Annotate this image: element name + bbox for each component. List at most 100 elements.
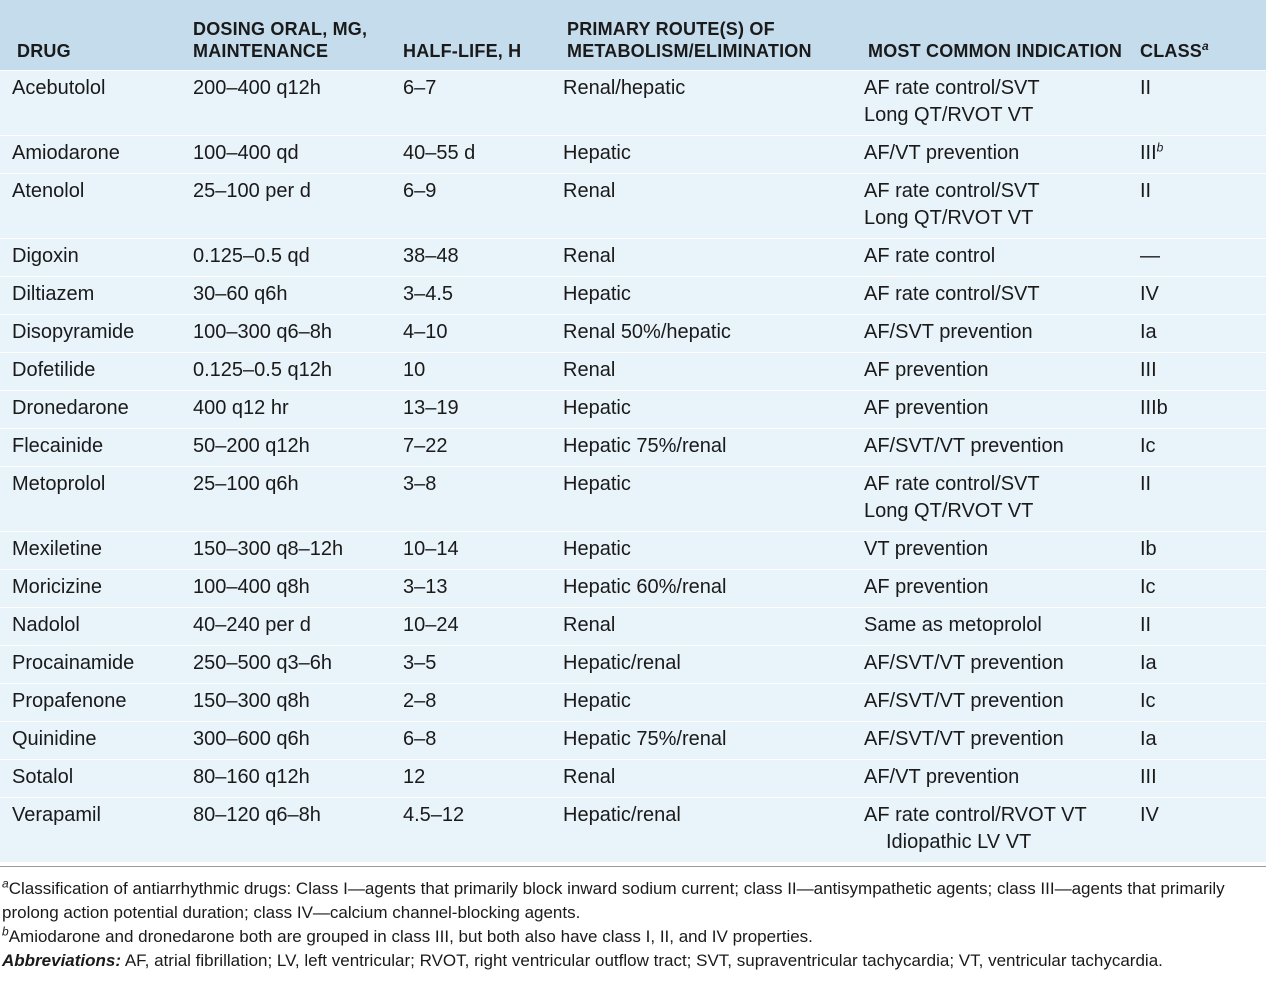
indication-line: AF rate control/SVT [864, 77, 1040, 99]
drug-cell: Nadolol [0, 607, 193, 646]
drug-cell: Digoxin [0, 238, 193, 277]
indication-cell: AF/SVT/VT prevention [864, 428, 1140, 467]
class-cell: Ic [1140, 683, 1266, 722]
antiarrhythmic-drug-table: DRUG DOSING ORAL, MG, MAINTENANCE HALF-L… [0, 0, 1266, 862]
dosing-cell: 100–400 qd [193, 135, 403, 174]
indication-cell: AF prevention [864, 390, 1140, 429]
indication-line: AF/SVT/VT prevention [864, 652, 1064, 674]
drug-cell: Dofetilide [0, 352, 193, 391]
drug-cell: Moricizine [0, 569, 193, 608]
table-row: Flecainide 50–200 q12h 7–22 Hepatic 75%/ren… [0, 428, 1266, 467]
dosing-cell: 100–300 q6–8h [193, 314, 403, 353]
indication-cell: AF rate control/SVT Long QT/RVOT VT [864, 466, 1140, 532]
indication-line-2: Long QT/RVOT VT [864, 500, 1034, 522]
half-life-cell: 3–8 [403, 466, 563, 532]
class-cell: — [1140, 238, 1266, 277]
route-cell: Hepatic/renal [563, 797, 864, 862]
indication-cell: AF rate control/SVT [864, 276, 1140, 315]
dosing-cell: 80–120 q6–8h [193, 797, 403, 862]
indication-cell: AF/SVT/VT prevention [864, 721, 1140, 760]
table-row: Dronedarone 400 q12 hr 13–19 Hepatic AF prev… [0, 390, 1266, 429]
indication-line: AF/VT prevention [864, 142, 1020, 164]
route-cell: Hepatic [563, 276, 864, 315]
dosing-cell: 50–200 q12h [193, 428, 403, 467]
table-row: Metoprolol 25–100 q6h 3–8 Hepatic AF rate co… [0, 466, 1266, 532]
class-value: II [1140, 180, 1152, 202]
class-value: Ia [1140, 321, 1157, 343]
header-half-life: HALF-LIFE, H [403, 0, 563, 71]
drug-cell: Metoprolol [0, 466, 193, 532]
route-cell: Hepatic [563, 390, 864, 429]
half-life-cell: 10–14 [403, 531, 563, 570]
footnote-b: bAmiodarone and dronedarone both are gro… [2, 925, 1264, 949]
dosing-cell: 25–100 q6h [193, 466, 403, 532]
class-cell: Ia [1140, 721, 1266, 760]
drug-cell: Mexiletine [0, 531, 193, 570]
indication-line: AF/SVT/VT prevention [864, 435, 1064, 457]
class-value: II [1140, 473, 1152, 495]
drug-table-container: DRUG DOSING ORAL, MG, MAINTENANCE HALF-L… [0, 0, 1266, 862]
header-row: DRUG DOSING ORAL, MG, MAINTENANCE HALF-L… [0, 0, 1266, 71]
indication-line: AF/SVT prevention [864, 321, 1033, 343]
half-life-cell: 7–22 [403, 428, 563, 467]
class-value: Ic [1140, 576, 1156, 598]
half-life-cell: 12 [403, 759, 563, 798]
route-cell: Hepatic [563, 466, 864, 532]
footnote-a-text: Classification of antiarrhythmic drugs: … [2, 879, 1225, 922]
route-cell: Hepatic [563, 531, 864, 570]
drug-cell: Diltiazem [0, 276, 193, 315]
indication-line: AF prevention [864, 397, 989, 419]
route-cell: Hepatic 75%/renal [563, 721, 864, 760]
route-cell: Hepatic/renal [563, 645, 864, 684]
class-value: Ia [1140, 728, 1157, 750]
indication-cell: AF/SVT/VT prevention [864, 683, 1140, 722]
class-value: II [1140, 77, 1152, 99]
drug-cell: Acebutolol [0, 70, 193, 136]
class-value: Ic [1140, 435, 1156, 457]
half-life-cell: 40–55 d [403, 135, 563, 174]
header-class-footnote-mark: a [1202, 39, 1209, 53]
route-cell: Renal/hepatic [563, 70, 864, 136]
drug-cell: Amiodarone [0, 135, 193, 174]
indication-line: Same as metoprolol [864, 614, 1042, 636]
table-row: Procainamide 250–500 q3–6h 3–5 Hepatic/rena… [0, 645, 1266, 684]
route-cell: Renal [563, 759, 864, 798]
drug-cell: Propafenone [0, 683, 193, 722]
abbreviations-text: AF, atrial fibrillation; LV, left ventri… [121, 951, 1163, 970]
indication-line-2: Idiopathic LV VT [886, 831, 1032, 853]
dosing-cell: 150–300 q8–12h [193, 531, 403, 570]
half-life-cell: 6–8 [403, 721, 563, 760]
footnotes: aClassification of antiarrhythmic drugs:… [2, 877, 1264, 973]
half-life-cell: 3–4.5 [403, 276, 563, 315]
indication-line: AF rate control/SVT [864, 283, 1040, 305]
header-route: PRIMARY ROUTE(S) OF METABOLISM/ELIMINATI… [563, 0, 864, 71]
class-cell: II [1140, 173, 1266, 239]
dosing-cell: 0.125–0.5 q12h [193, 352, 403, 391]
class-cell: IIIb [1140, 390, 1266, 429]
class-cell: Ia [1140, 314, 1266, 353]
class-value: III [1140, 142, 1157, 164]
indication-line: AF/SVT/VT prevention [864, 728, 1064, 750]
header-class: CLASSa [1140, 0, 1266, 71]
table-row: Quinidine 300–600 q6h 6–8 Hepatic 75%/renal… [0, 721, 1266, 760]
indication-line: AF prevention [864, 359, 989, 381]
class-value: IIIb [1140, 397, 1168, 419]
dosing-cell: 150–300 q8h [193, 683, 403, 722]
indication-line: AF rate control/SVT [864, 473, 1040, 495]
table-row: Amiodarone 100–400 qd 40–55 d Hepatic AF/VT … [0, 135, 1266, 174]
class-cell: Ia [1140, 645, 1266, 684]
half-life-cell: 6–7 [403, 70, 563, 136]
route-cell: Hepatic 60%/renal [563, 569, 864, 608]
table-row: Moricizine 100–400 q8h 3–13 Hepatic 60%/ren… [0, 569, 1266, 608]
dosing-cell: 25–100 per d [193, 173, 403, 239]
footnote-a: aClassification of antiarrhythmic drugs:… [2, 877, 1264, 925]
class-cell: III [1140, 759, 1266, 798]
table-row: Diltiazem 30–60 q6h 3–4.5 Hepatic AF rate co… [0, 276, 1266, 315]
dosing-cell: 250–500 q3–6h [193, 645, 403, 684]
route-cell: Renal [563, 352, 864, 391]
header-dosing: DOSING ORAL, MG, MAINTENANCE [193, 0, 403, 71]
table-body: Acebutolol 200–400 q12h 6–7 Renal/hepatic AF… [0, 70, 1266, 862]
indication-cell: AF prevention [864, 352, 1140, 391]
table-row: Dofetilide 0.125–0.5 q12h 10 Renal AF preven… [0, 352, 1266, 391]
indication-line: AF rate control/SVT [864, 180, 1040, 202]
